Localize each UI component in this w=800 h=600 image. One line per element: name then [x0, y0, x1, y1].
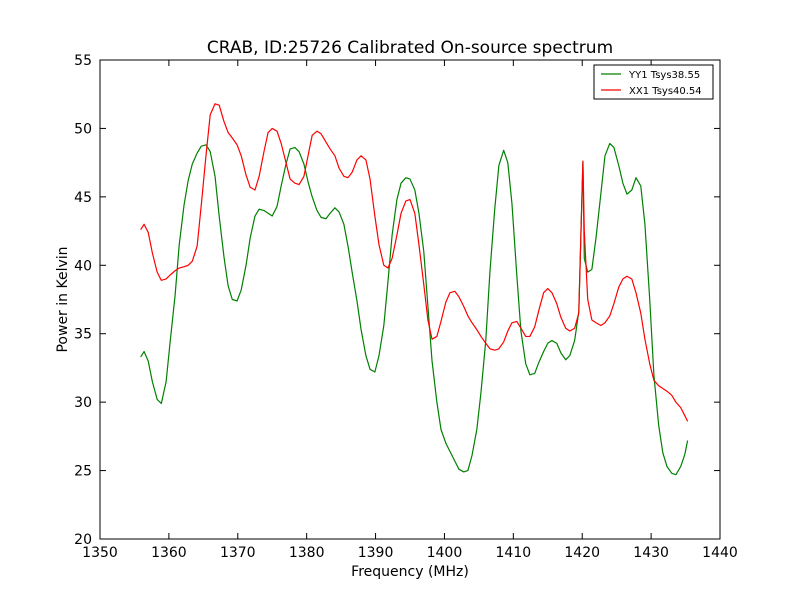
y-tick-label-55: 55 [74, 53, 92, 69]
y-tick-label-20: 20 [74, 532, 92, 548]
x-tick-label-1430: 1430 [633, 545, 669, 561]
series-layer [140, 103, 689, 476]
x-tick-label-1380: 1380 [289, 545, 325, 561]
legend: YY1 Tsys38.55 XX1 Tsys40.54 [593, 64, 714, 100]
chart-title: CRAB, ID:25726 Calibrated On-source spec… [207, 38, 613, 58]
x-tick-label-1420: 1420 [564, 545, 600, 561]
x-axis-label: Frequency (MHz) [351, 564, 469, 580]
series-line-yy1 [140, 142, 689, 476]
x-axis-ticks: 1350 1360 1370 1380 1390 1400 1410 1420 1430 1440 [82, 60, 738, 561]
x-tick-label-1350: 1350 [82, 545, 118, 561]
x-tick-label-1410: 1410 [496, 545, 532, 561]
legend-box [593, 64, 714, 100]
x-tick-label-1400: 1400 [427, 545, 463, 561]
series-line-xx1 [140, 103, 689, 422]
y-axis-label: Power in Kelvin [55, 246, 71, 352]
legend-label-xx1: XX1 Tsys40.54 [629, 86, 702, 97]
x-tick-label-1390: 1390 [358, 545, 394, 561]
y-tick-label-40: 40 [74, 258, 92, 274]
plot-frame [99, 59, 721, 540]
y-tick-label-30: 30 [74, 395, 92, 411]
y-tick-label-45: 45 [74, 190, 92, 206]
legend-label-yy1: YY1 Tsys38.55 [628, 70, 700, 81]
x-tick-label-1360: 1360 [151, 545, 187, 561]
y-axis-ticks: 20 25 30 35 40 45 50 55 [74, 53, 720, 548]
x-tick-label-1440: 1440 [702, 545, 738, 561]
plot-area [100, 60, 720, 539]
x-tick-label-1370: 1370 [220, 545, 256, 561]
y-tick-label-25: 25 [74, 464, 92, 480]
y-tick-label-35: 35 [74, 327, 92, 343]
y-tick-label-50: 50 [74, 121, 92, 137]
